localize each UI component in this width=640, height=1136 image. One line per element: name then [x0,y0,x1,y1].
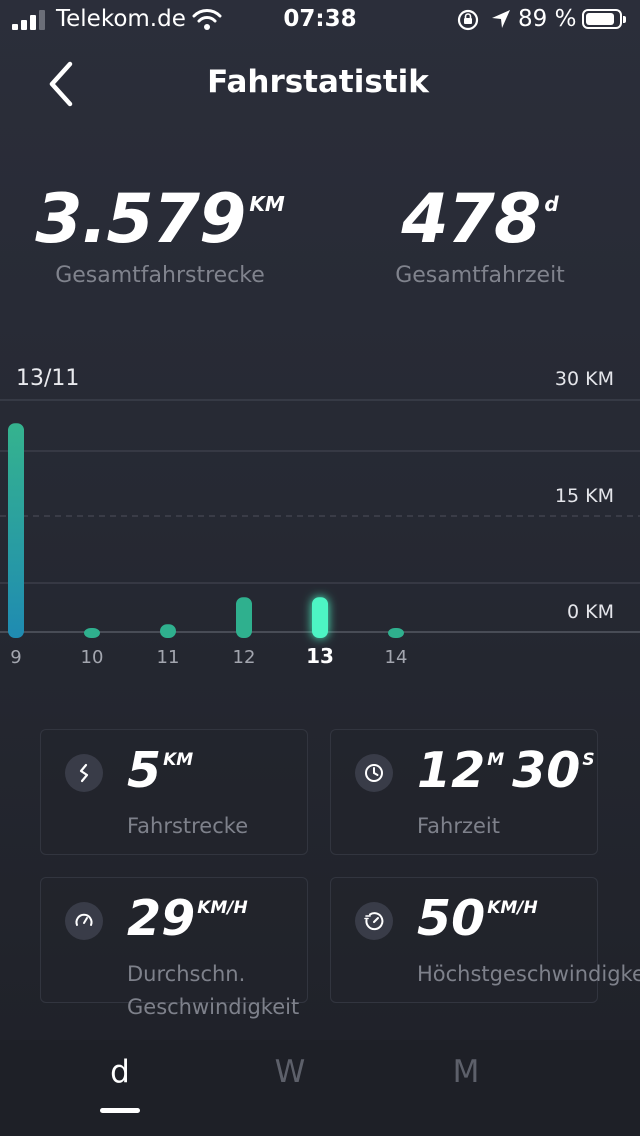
wifi-icon [192,8,222,36]
battery-percentage: 89 % [518,6,577,32]
daily-distance-chart[interactable]: 9 10 11 12 13 14 [0,395,640,675]
bar-12[interactable] [236,597,252,638]
y-tick-label-mid: 15 KM [554,485,614,507]
bar-10[interactable] [84,628,100,638]
distance-label: Fahrstrecke [127,814,249,838]
carrier-name: Telekom.de [56,6,186,32]
x-tick-label-10: 10 [81,647,104,668]
total-distance: 3.579 KM Gesamtfahrstrecke [30,180,290,288]
bar-11[interactable] [160,624,176,638]
total-distance-value: 3.579 [35,180,246,259]
signal-strength-icon [12,10,48,30]
duration-seconds: 30 [512,742,581,799]
duration-seconds-unit: S [582,750,595,770]
bar-9[interactable] [8,423,24,638]
orientation-lock-icon [456,8,480,38]
average-speed-label: Durchschn. Geschwindigkeit [127,962,300,1019]
x-tick-label-13: 13 [306,644,334,668]
period-tabs: d W M [0,1040,640,1136]
card-duration: 12 M 30 S Fahrzeit [330,729,598,855]
average-speed-number: 29 [127,890,196,947]
max-speed-label: Höchstgeschwindigkeit [417,962,640,986]
card-max-speed: 50 KM/H Höchstgeschwindigkeit [330,877,640,1003]
duration-label: Fahrzeit [417,814,500,838]
distance-value: 5 KM [127,742,201,799]
x-tick-label-11: 11 [157,647,180,668]
distance-unit: KM [163,750,194,770]
max-speed-icon [355,902,393,940]
page-title: Fahrstatistik [207,64,429,100]
status-time: 07:38 [283,6,357,32]
total-time-value: 478 [401,180,541,259]
x-tick-label-12: 12 [233,647,256,668]
y-tick-label-min: 0 KM [567,601,614,623]
duration-minutes: 12 [417,742,486,799]
total-distance-label: Gesamtfahrstrecke [55,263,265,288]
average-speed-value: 29 KM/H [127,890,256,947]
x-tick-label-9: 9 [10,647,21,668]
duration-minutes-unit: M [487,750,505,770]
bar-14[interactable] [388,628,404,638]
location-arrow-icon [490,8,512,36]
duration-value: 12 M 30 S [417,742,603,799]
x-tick-label-14: 14 [385,647,408,668]
total-distance-unit: KM [249,192,285,216]
tab-day[interactable]: d [110,1054,130,1090]
tab-month[interactable]: M [452,1054,480,1090]
active-tab-indicator [100,1108,140,1113]
back-button[interactable] [40,58,88,110]
card-average-speed: 29 KM/H Durchschn. Geschwindigkeit [40,877,308,1019]
chart-selected-date: 13/11 [16,366,80,391]
total-time: 478 d Gesamtfahrzeit [370,180,590,288]
speedometer-icon [65,902,103,940]
max-speed-value: 50 KM/H [417,890,546,947]
average-speed-unit: KM/H [197,898,248,918]
total-time-label: Gesamtfahrzeit [395,263,565,288]
total-time-unit: d [544,192,559,216]
chevron-left-icon [49,61,73,107]
tab-week[interactable]: W [274,1054,306,1090]
bar-13[interactable] [312,597,328,638]
route-icon [65,754,103,792]
max-speed-unit: KM/H [487,898,538,918]
clock-icon [355,754,393,792]
distance-number: 5 [127,742,162,799]
battery-icon [582,9,626,29]
max-speed-number: 50 [417,890,486,947]
status-bar: Telekom.de 07:38 89 % [0,0,640,40]
y-tick-label-max: 30 KM [554,368,614,390]
card-distance: 5 KM Fahrstrecke [40,729,308,855]
